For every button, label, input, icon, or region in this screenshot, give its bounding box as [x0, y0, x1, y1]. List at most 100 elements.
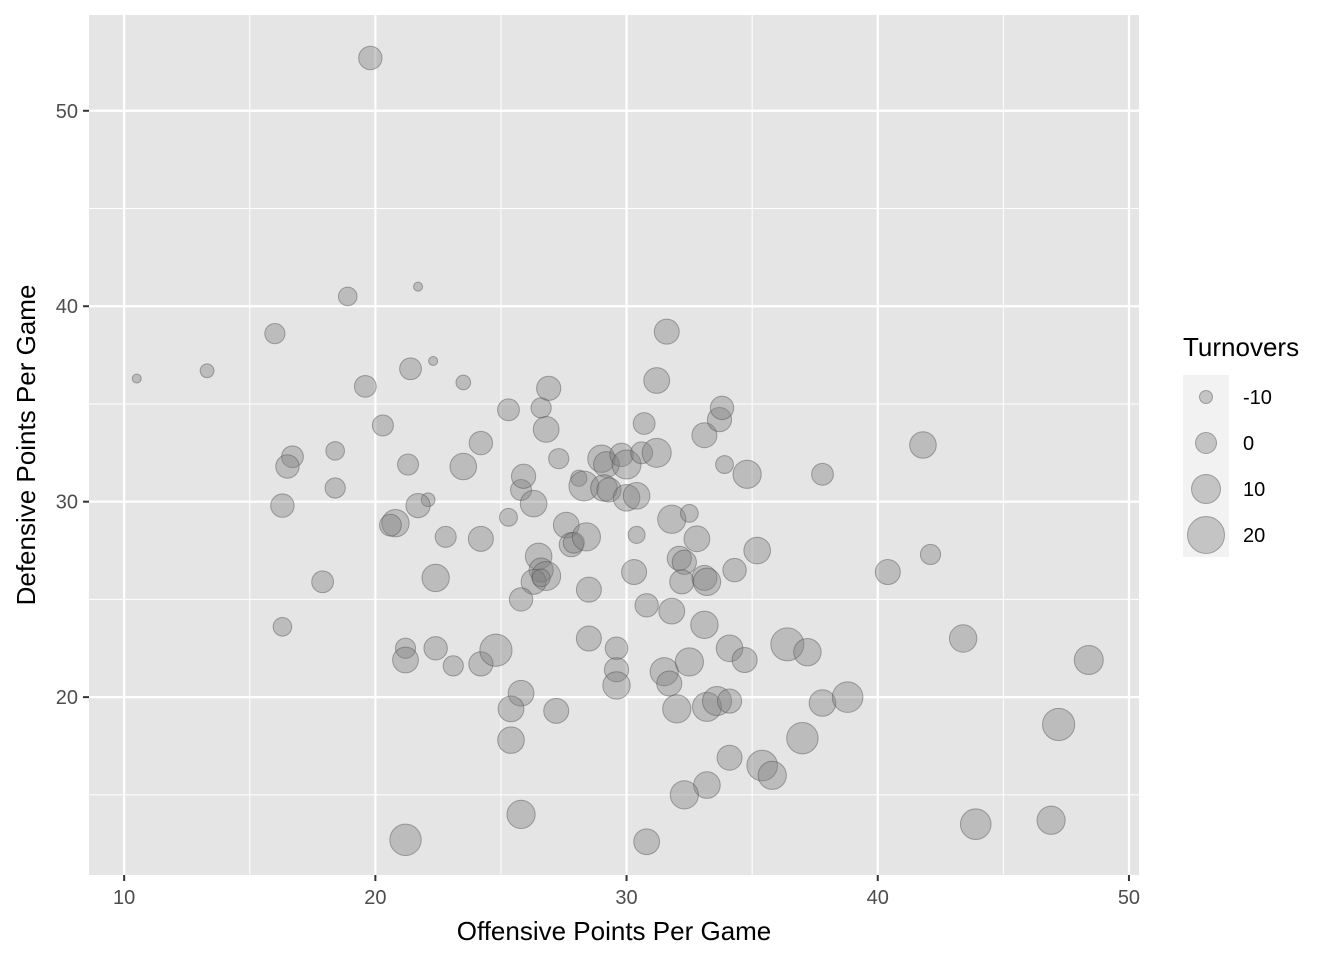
minor-gridlines: [89, 15, 1139, 875]
data-point: [468, 430, 494, 456]
data-point: [371, 414, 394, 437]
data-point: [199, 363, 215, 379]
data-point: [468, 651, 494, 677]
data-point: [131, 373, 142, 384]
data-point: [420, 492, 436, 508]
data-point: [275, 454, 300, 479]
data-point: [428, 355, 439, 366]
y-tick-label: 30: [56, 492, 78, 514]
data-point: [593, 451, 620, 478]
data-point: [510, 463, 537, 489]
data-point: [690, 610, 719, 640]
y-tick-label: 20: [56, 687, 78, 709]
x-tick-label: 20: [364, 887, 386, 909]
data-point: [311, 570, 335, 594]
data-point: [413, 281, 424, 292]
legend-key-symbol: [1191, 474, 1221, 504]
legend-key-symbol: [1199, 390, 1213, 404]
data-point: [587, 444, 616, 473]
data-point: [568, 470, 600, 502]
data-point: [270, 493, 295, 518]
data-point: [575, 625, 602, 652]
data-point: [531, 560, 562, 591]
data-point: [1042, 707, 1076, 742]
data-point: [596, 477, 622, 503]
data-point: [532, 415, 560, 443]
data-point: [405, 492, 431, 519]
data-point: [633, 828, 661, 856]
y-tick-label: 50: [56, 101, 78, 123]
data-point: [770, 627, 805, 662]
data-point: [666, 545, 692, 571]
data-point: [508, 587, 534, 612]
data-point: [467, 525, 494, 552]
y-axis: 20 30 40 50: [56, 101, 89, 709]
data-point: [543, 697, 570, 724]
data-point: [449, 452, 478, 481]
legend-keys: -10 0 10 20: [1187, 387, 1272, 554]
data-point: [358, 45, 383, 71]
data-point: [442, 655, 464, 677]
data-point: [281, 445, 304, 469]
data-point: [831, 681, 864, 713]
data-point: [399, 357, 422, 381]
x-tick-label: 30: [615, 887, 637, 909]
data-point: [715, 634, 744, 663]
data-point: [497, 726, 525, 754]
data-point: [732, 459, 762, 489]
legend-key-label: 0: [1243, 433, 1254, 455]
legend-key-symbol: [1195, 432, 1217, 454]
data-point: [691, 691, 722, 722]
data-point: [692, 567, 722, 597]
data-point: [658, 597, 686, 625]
data-point: [506, 799, 536, 830]
data-point: [455, 374, 472, 391]
data-point: [272, 616, 293, 637]
data-point: [662, 694, 692, 724]
data-point: [528, 557, 554, 583]
data-point: [570, 469, 588, 487]
data-point: [653, 318, 680, 345]
data-point: [722, 557, 747, 583]
x-axis-title: Offensive Points Per Game: [457, 916, 772, 946]
data-point: [691, 564, 718, 591]
x-tick-label: 40: [867, 887, 889, 909]
data-point: [397, 453, 420, 476]
data-point: [674, 647, 704, 677]
data-point: [706, 406, 733, 433]
data-point: [497, 398, 520, 422]
data-point: [602, 671, 631, 700]
data-point: [499, 507, 518, 527]
data-point: [679, 504, 699, 523]
plot-panel: [89, 15, 1139, 875]
data-point: [716, 744, 743, 771]
data-point: [649, 657, 679, 687]
data-point: [793, 637, 822, 667]
legend-key-label: 10: [1243, 479, 1265, 501]
data-point: [656, 670, 683, 697]
data-point: [497, 695, 525, 723]
data-point: [693, 771, 721, 799]
data-point: [715, 455, 734, 474]
data-point: [731, 647, 758, 673]
data-point: [575, 576, 602, 603]
data-point: [507, 679, 535, 707]
x-tick-label: 10: [113, 887, 135, 909]
data-point: [389, 823, 422, 857]
data-point: [530, 397, 552, 419]
data-point: [641, 437, 672, 468]
data-point: [757, 760, 787, 790]
data-point: [746, 749, 779, 782]
data-point: [671, 549, 697, 575]
data-point: [548, 448, 570, 470]
legend-key-symbol: [1187, 516, 1225, 554]
data-point: [808, 689, 837, 717]
data-point: [948, 624, 978, 653]
data-point: [909, 431, 937, 459]
data-point: [874, 559, 901, 586]
data-point: [1036, 805, 1066, 835]
data-point: [536, 375, 562, 401]
data-point: [571, 522, 601, 552]
data-point: [264, 322, 286, 345]
